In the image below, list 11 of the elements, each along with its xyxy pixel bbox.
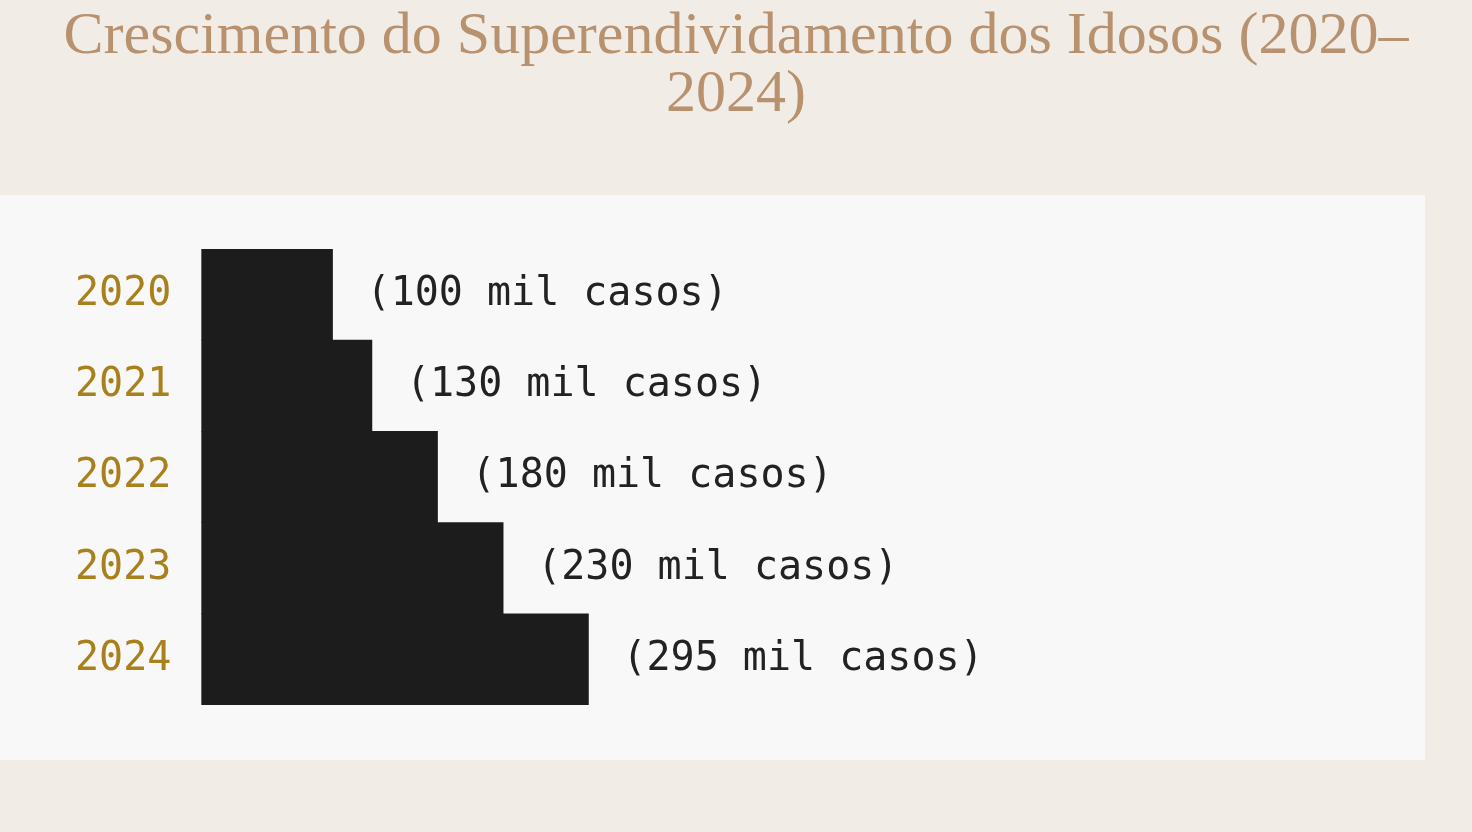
text: Crescimento do Superendividamento dos Idosos (2020–2024) — [62, 0, 1410, 124]
y-tick-label: 2023 — [75, 541, 172, 588]
data-label: (230 mil casos) — [537, 541, 899, 588]
data-label: (180 mil casos) — [471, 450, 833, 497]
data-label: (295 mil casos) — [622, 632, 984, 679]
data-label: (130 mil casos) — [405, 359, 768, 406]
y-tick-label: 2024 — [75, 632, 172, 679]
y-tick-label: 2021 — [75, 359, 172, 406]
y-tick-label: 2022 — [75, 450, 172, 497]
y-tick-label: 2020 — [75, 267, 172, 314]
data-label: (100 mil casos) — [366, 267, 728, 314]
